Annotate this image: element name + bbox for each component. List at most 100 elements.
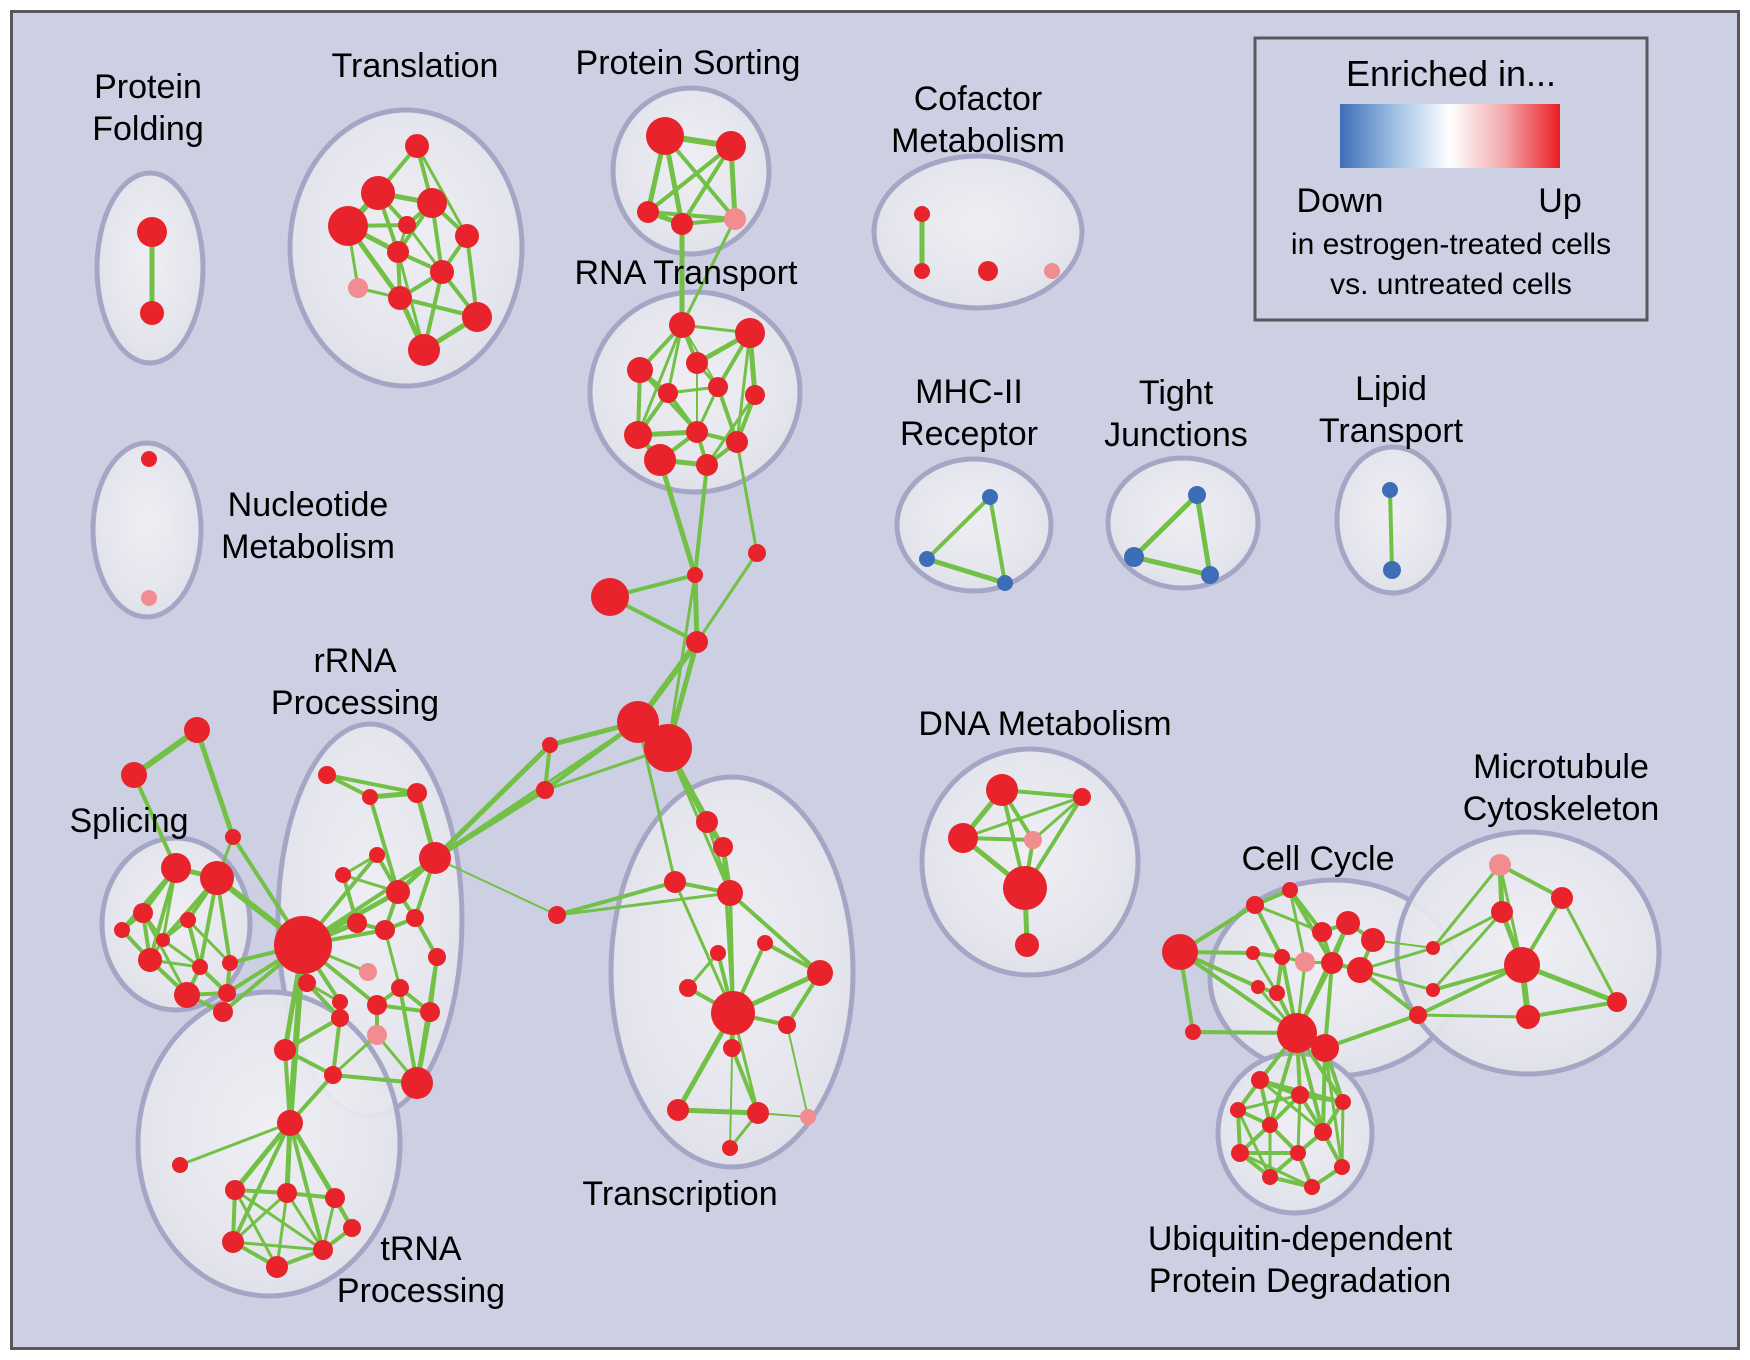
- gene-set-node-tcn: [225, 829, 241, 845]
- gene-set-node-cc18: [1426, 983, 1440, 997]
- gene-set-node-ps0: [646, 117, 684, 155]
- gene-set-node-tc6: [807, 960, 833, 986]
- gene-set-node-tb: [121, 762, 147, 788]
- cluster-label-ubiquitin-degradation-line1: Ubiquitin-dependent: [1148, 1220, 1453, 1258]
- gene-set-node-tr9: [462, 302, 492, 332]
- gene-set-node-rr11: [428, 948, 446, 966]
- gene-set-node-mc5: [1607, 992, 1627, 1012]
- gene-set-node-rr9: [375, 920, 395, 940]
- edge-mc4-mc5: [1526, 1000, 1619, 1019]
- gene-set-node-tr10: [408, 334, 440, 366]
- cluster-label-protein-folding-line1: Protein: [94, 68, 202, 106]
- edge-rr16-rr21: [398, 986, 419, 1085]
- gene-set-node-cf1: [914, 263, 930, 279]
- edge-cc0-cc14: [1178, 950, 1299, 1035]
- gene-set-node-tc1: [713, 837, 733, 857]
- gene-set-node-cf3: [1044, 263, 1060, 279]
- gene-set-node-tc5: [757, 935, 773, 951]
- cluster-label-rna-transport: RNA Transport: [575, 254, 799, 292]
- gene-set-node-tn4: [325, 1188, 345, 1208]
- cluster-label-dna-metabolism: DNA Metabolism: [918, 705, 1171, 743]
- gene-set-node-rt5: [708, 377, 728, 397]
- edge-cc15-ub8: [1323, 1046, 1344, 1169]
- gene-set-node-cc0: [1162, 934, 1198, 970]
- gene-set-node-mc1: [1551, 887, 1573, 909]
- gene-set-node-rr6: [386, 880, 410, 904]
- gene-set-node-tn8: [343, 1219, 361, 1237]
- gene-set-node-rr5: [335, 867, 351, 883]
- gene-set-node-rr18: [367, 1025, 387, 1045]
- gene-set-node-sp4: [114, 922, 130, 938]
- gene-set-node-dm3: [1024, 831, 1042, 849]
- cluster-label-lipid-transport-line1: Lipid: [1355, 370, 1427, 408]
- gene-set-node-tc11: [667, 1099, 689, 1121]
- gene-set-node-tn6: [313, 1240, 333, 1260]
- edge-tj0-tj2: [1194, 492, 1213, 578]
- edge-lt0-lt1: [1388, 488, 1394, 572]
- gene-set-node-sp6: [138, 948, 162, 972]
- edge-ub2-ub8: [1340, 1100, 1345, 1169]
- gene-set-node-rr3: [369, 847, 385, 863]
- cluster-label-nucleotide-metabolism-line2: Metabolism: [221, 528, 395, 566]
- edge-rt0-rt7: [636, 323, 684, 437]
- gene-set-node-ch1: [591, 578, 629, 616]
- gene-set-node-rr4: [419, 842, 451, 874]
- gene-set-node-tr7: [348, 278, 368, 298]
- edge-dm1-dm2: [961, 795, 1084, 840]
- gene-set-node-ch0: [687, 567, 703, 583]
- edge-sp3-sp7: [186, 918, 202, 969]
- edge-mc0-mc1: [1498, 863, 1564, 900]
- legend-box: [1253, 36, 1649, 322]
- gene-set-node-rt4: [658, 383, 678, 403]
- gene-set-node-dm4: [1003, 866, 1047, 910]
- cluster-ellipse-mhc-ii-receptor: [894, 456, 1054, 594]
- edge-ch0-ch3: [692, 572, 700, 645]
- edge-tb-sp0: [132, 773, 178, 870]
- edge-mh0-mh1: [925, 495, 992, 561]
- gene-set-node-tc4: [710, 945, 726, 961]
- gene-set-node-ub1: [1291, 1086, 1309, 1104]
- gene-set-node-ub8: [1334, 1159, 1350, 1175]
- gene-set-node-tj2: [1201, 566, 1219, 584]
- gene-set-node-cc7: [1274, 949, 1290, 965]
- gene-set-node-ub6: [1231, 1144, 1249, 1162]
- gene-set-node-sp3: [180, 912, 196, 928]
- cluster-label-transcription: Transcription: [582, 1175, 777, 1213]
- edge-rt1-rt9: [735, 331, 752, 444]
- gene-set-node-sp0: [161, 853, 191, 883]
- gene-set-node-ub4: [1262, 1117, 1278, 1133]
- gene-set-node-H2: [644, 724, 692, 772]
- gene-set-node-sp7: [192, 959, 208, 975]
- cluster-label-cofactor-metabolism-line1: Cofactor: [914, 80, 1043, 118]
- edge-ub1-ub3: [1236, 1093, 1302, 1112]
- gene-set-node-cc3: [1336, 911, 1360, 935]
- cluster-label-microtubule-cytoskeleton-line2: Cytoskeleton: [1463, 790, 1660, 828]
- gene-set-node-ps2: [637, 201, 659, 223]
- gene-set-node-rt0: [669, 312, 695, 338]
- gene-set-node-cc16: [1409, 1006, 1427, 1024]
- edge-tn0-tn1: [178, 1121, 292, 1167]
- gene-set-node-ch2: [748, 544, 766, 562]
- cluster-label-splicing: Splicing: [69, 802, 188, 840]
- edge-tn0-tn2: [232, 1120, 293, 1193]
- edge-tn0-G: [287, 942, 306, 1126]
- gene-set-node-rt9: [726, 431, 748, 453]
- edge-ub1-ub7: [1296, 1093, 1302, 1155]
- gene-set-node-mh0: [982, 489, 998, 505]
- edge-cc18-mc2: [1431, 910, 1504, 992]
- gene-set-node-tn5: [222, 1231, 244, 1253]
- gene-set-node-tr11: [398, 216, 416, 234]
- gene-set-node-tr2: [417, 188, 447, 218]
- edge-tn3-tn5: [231, 1191, 289, 1244]
- gene-set-node-ub2: [1335, 1094, 1351, 1110]
- nodes-layer: [114, 117, 1627, 1278]
- gene-set-node-ta: [184, 717, 210, 743]
- gene-set-node-tc10: [723, 1039, 741, 1057]
- edge-tn3-tn7: [275, 1191, 289, 1269]
- gene-set-node-rr20: [324, 1066, 342, 1084]
- gene-set-node-rr21: [401, 1067, 433, 1099]
- edge-cc16-mc3: [1416, 963, 1524, 1017]
- edge-rt10-ch0: [657, 457, 698, 578]
- legend-caption-line2: vs. untreated cells: [1330, 268, 1572, 301]
- gene-set-node-ub3: [1230, 1102, 1246, 1118]
